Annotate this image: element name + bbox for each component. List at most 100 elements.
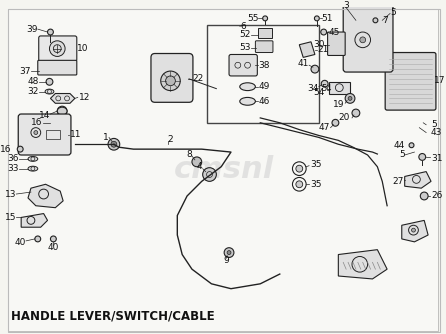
Text: 13: 13 [5, 189, 17, 198]
FancyBboxPatch shape [18, 114, 71, 155]
Bar [258, 28, 272, 38]
Circle shape [108, 138, 120, 150]
Circle shape [48, 29, 54, 35]
Circle shape [348, 97, 352, 100]
Circle shape [263, 16, 268, 21]
Text: 52: 52 [239, 30, 251, 39]
Circle shape [352, 109, 360, 117]
Text: 7: 7 [382, 16, 388, 25]
Text: 1: 1 [103, 133, 109, 142]
Text: 5: 5 [399, 151, 405, 160]
FancyBboxPatch shape [256, 41, 273, 52]
Text: 5: 5 [431, 120, 437, 129]
Circle shape [373, 18, 378, 23]
Circle shape [17, 146, 23, 152]
Text: 43: 43 [431, 128, 442, 137]
Text: 30: 30 [313, 40, 325, 49]
Text: 54: 54 [313, 88, 325, 97]
Text: cmsnl: cmsnl [174, 155, 274, 184]
Text: 35: 35 [310, 160, 322, 169]
Text: 34: 34 [307, 84, 319, 93]
Circle shape [50, 41, 65, 56]
Text: 27: 27 [392, 177, 404, 186]
FancyBboxPatch shape [343, 3, 393, 72]
Circle shape [296, 181, 303, 188]
Text: 4: 4 [196, 162, 202, 171]
Text: 14: 14 [39, 112, 50, 121]
Polygon shape [50, 94, 75, 103]
Circle shape [420, 192, 428, 200]
Circle shape [296, 165, 303, 172]
Ellipse shape [45, 89, 54, 94]
Circle shape [345, 94, 355, 103]
Text: 41: 41 [297, 59, 309, 68]
Circle shape [321, 80, 328, 87]
Text: 22: 22 [192, 74, 203, 84]
Polygon shape [339, 249, 387, 279]
Bar [329, 82, 350, 94]
Circle shape [202, 168, 216, 181]
Circle shape [360, 37, 366, 43]
Text: HANDLE LEVER/SWITCH/CABLE: HANDLE LEVER/SWITCH/CABLE [12, 310, 215, 323]
Text: 40: 40 [15, 238, 26, 247]
Text: 44: 44 [393, 141, 405, 150]
Polygon shape [405, 172, 431, 188]
Text: 15: 15 [5, 213, 17, 222]
Circle shape [227, 250, 231, 255]
Text: 5: 5 [390, 8, 396, 17]
FancyBboxPatch shape [385, 52, 436, 110]
Text: 3: 3 [343, 1, 349, 10]
FancyBboxPatch shape [38, 60, 77, 75]
Text: 20: 20 [339, 114, 350, 123]
Ellipse shape [240, 98, 256, 105]
Text: 38: 38 [258, 61, 270, 70]
Circle shape [161, 71, 180, 91]
Ellipse shape [57, 107, 67, 115]
Text: 9: 9 [223, 256, 229, 265]
Text: 21: 21 [317, 45, 328, 54]
Text: 32: 32 [27, 87, 39, 96]
FancyBboxPatch shape [328, 32, 345, 55]
Text: 37: 37 [20, 66, 31, 75]
FancyBboxPatch shape [229, 54, 257, 76]
Circle shape [50, 120, 56, 126]
Circle shape [111, 141, 117, 147]
Circle shape [35, 236, 41, 242]
Text: 49: 49 [258, 82, 270, 91]
Circle shape [46, 78, 53, 85]
Ellipse shape [240, 83, 256, 91]
Circle shape [50, 236, 56, 242]
Bar [45, 130, 60, 139]
Text: 2: 2 [168, 135, 173, 144]
Circle shape [321, 29, 326, 35]
Circle shape [314, 16, 319, 21]
Circle shape [224, 248, 234, 258]
Text: 48: 48 [27, 77, 39, 86]
Text: 11: 11 [70, 130, 82, 139]
Text: 46: 46 [258, 97, 270, 106]
Text: 45: 45 [329, 27, 340, 36]
Polygon shape [21, 213, 48, 227]
Text: 33: 33 [8, 164, 19, 173]
Text: 40: 40 [48, 243, 59, 252]
Bar [206, 25, 319, 123]
Text: 51: 51 [322, 14, 333, 23]
Text: 6: 6 [241, 22, 247, 31]
Text: 16: 16 [0, 145, 12, 154]
Text: 55: 55 [247, 14, 258, 23]
Circle shape [409, 143, 414, 148]
Circle shape [34, 131, 38, 135]
Text: 39: 39 [26, 25, 38, 34]
Text: 8: 8 [186, 150, 192, 159]
Circle shape [57, 106, 67, 116]
Text: 31: 31 [431, 154, 442, 163]
FancyBboxPatch shape [151, 53, 193, 102]
Polygon shape [299, 42, 315, 57]
Circle shape [311, 65, 319, 73]
Text: 47: 47 [318, 123, 330, 132]
Circle shape [192, 157, 202, 167]
Text: 19: 19 [333, 100, 344, 109]
Polygon shape [402, 220, 428, 242]
Ellipse shape [28, 156, 38, 161]
Ellipse shape [28, 166, 38, 171]
